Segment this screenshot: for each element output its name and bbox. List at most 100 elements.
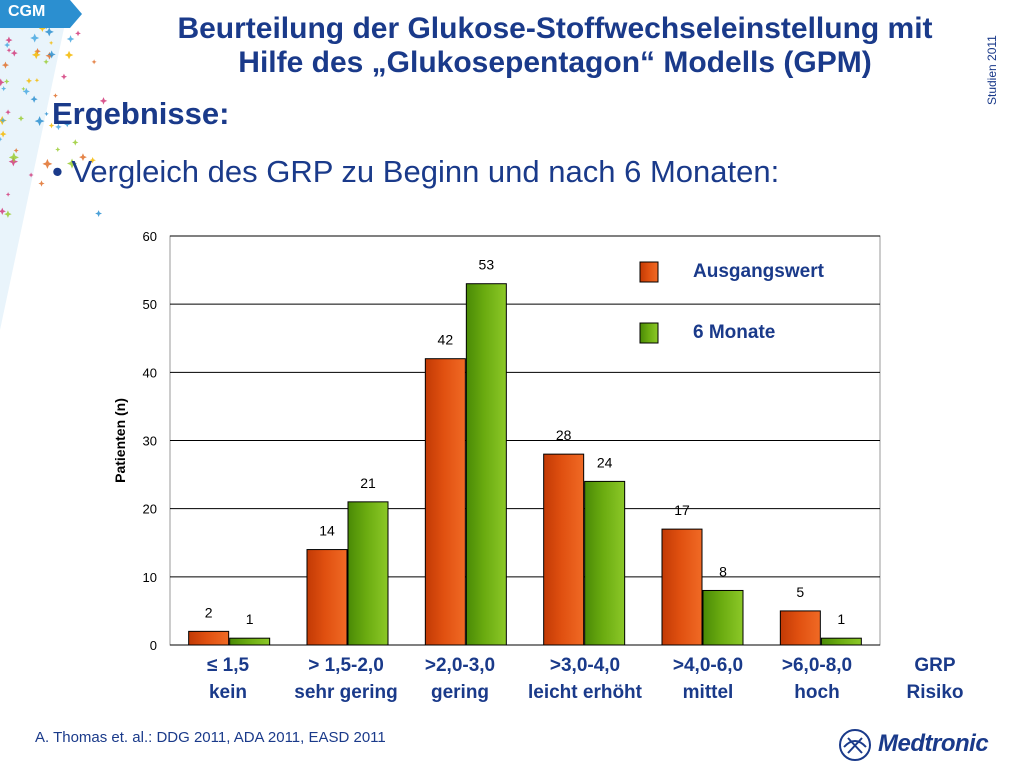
sparkle-icon [10,49,18,57]
sparkle-icon [5,109,11,115]
sparkle-icon [0,117,6,124]
sparkle-icon [21,86,26,91]
bullet-text: • Vergleich des GRP zu Beginn und nach 6… [52,154,780,189]
sparkle-icon [13,147,19,154]
category-risk: mittel [682,682,734,703]
bar-6-monate-1 [229,637,271,646]
bar-ausgangswert-5 [661,528,703,646]
sparkle-icon [44,111,49,117]
bar-6-monate-3 [465,283,507,646]
sparkle-icon [53,93,58,99]
sparkle-icon [30,33,40,43]
category-label-5: >4,0-6,0 mittel [648,652,768,706]
bar-ausgangswert-4 [543,453,585,646]
chart-value-labels: 2 14 42 28 17 5 1 21 53 24 8 1 [205,257,846,627]
sparkle-icon [0,78,5,87]
category-range: >2,0-3,0 [424,655,496,676]
sparkle-icon [47,50,56,59]
sparkle-icon [99,97,108,105]
category-range: > 1,5-2,0 [308,655,384,676]
sparkle-icon [8,156,19,167]
bar-6-monate-6 [820,637,862,646]
y-axis-label: Patienten (n) [112,398,128,483]
sparkle-icon [38,180,45,187]
slide-title: Beurteilung der Glukose-Stoffwechseleins… [70,12,1024,80]
axis-caption-line-2: Risiko [906,682,964,703]
slide-title-line-2: Hilfe des „Glukosepentagon“ Modells (GPM… [238,46,872,79]
y-tick-label: 20 [143,502,157,517]
chart-grid [169,235,881,646]
category-label-1: ≤ 1,5 kein [188,652,268,706]
category-risk: sehr gering [294,682,398,703]
data-label: 8 [719,563,727,579]
data-label: 5 [796,584,804,600]
data-label: 1 [246,611,254,627]
medtronic-wordmark: Medtronic [878,730,989,757]
bar-ausgangswert-3 [424,358,466,646]
sparkle-icon [75,30,81,37]
sparkle-icon [45,51,54,60]
legend-swatch-ausgangswert [639,261,659,283]
bar-6-monate-5 [702,589,744,646]
sparkle-icon [4,42,11,49]
section-heading: Ergebnisse: [52,96,230,131]
category-risk: kein [208,682,248,703]
sparkle-icon [48,122,55,129]
sparkle-icon [64,50,74,60]
bar-6-monate-4 [584,480,626,646]
sparkle-icon [38,24,46,32]
corner-glow [0,0,70,330]
category-label-2: > 1,5-2,0 sehr gering [277,652,415,706]
sparkle-icon [6,47,12,53]
category-risk: hoch [794,682,840,703]
sparkle-icon [43,59,49,65]
data-label: 42 [438,332,454,348]
sparkle-icon [28,172,34,178]
category-labels: ≤ 1,5 kein > 1,5-2,0 sehr gering >2,0-3,… [0,652,1024,712]
sparkle-icon [34,116,45,126]
data-label: 21 [360,475,376,491]
category-range: >4,0-6,0 [672,655,744,676]
y-tick-label: 10 [143,570,157,585]
legend-label-ausgangswert: Ausgangswert [693,261,825,282]
medtronic-logo: Medtronic [836,726,1016,764]
category-range: ≤ 1,5 [206,655,250,676]
sparkle-icon [64,121,71,128]
sparkle-icon [55,146,61,152]
category-risk: leicht erhöht [527,682,642,703]
category-label-3: >2,0-3,0 gering [410,652,510,706]
chart-bars [188,283,862,646]
sparkle-icon [66,158,78,169]
data-label: 1 [837,611,845,627]
legend-label-6-monate: 6 Monate [693,322,775,343]
bar-chart: 2 14 42 28 17 5 1 21 53 24 8 1 0 10 20 30 40 50 60 Patien… [112,229,881,650]
data-label: 53 [479,257,495,273]
y-tick-label: 50 [143,297,157,312]
sparkle-icon [1,61,10,69]
data-label: 17 [674,502,690,518]
side-label: Studien 2011 [985,35,999,105]
data-label: 28 [556,427,572,443]
category-range: >6,0-8,0 [781,655,853,676]
sparkle-icon [8,152,19,163]
sparkle-icon [18,115,25,122]
category-range: >3,0-4,0 [549,655,621,676]
category-risk: gering [430,682,490,703]
bar-ausgangswert-1 [188,630,230,646]
chart-y-ticks: 0 10 20 30 40 50 60 [143,229,157,650]
citation: A. Thomas et. al.: DDG 2011, ADA 2011, E… [35,729,386,746]
y-tick-label: 0 [150,638,157,650]
sparkle-icon [34,78,40,83]
sparkle-icon [5,192,11,197]
cgm-tag-label: CGM [8,3,46,20]
sparkle-icon [49,40,54,46]
sparkle-icon [22,87,30,96]
slide-title-line-1: Beurteilung der Glukose-Stoffwechseleins… [177,12,933,45]
sparkle-icon [31,50,41,60]
sparkle-icon [60,73,68,80]
axis-caption-line-1: GRP [914,655,956,676]
sparkle-icon [79,153,87,162]
sparkle-icon [91,59,97,65]
